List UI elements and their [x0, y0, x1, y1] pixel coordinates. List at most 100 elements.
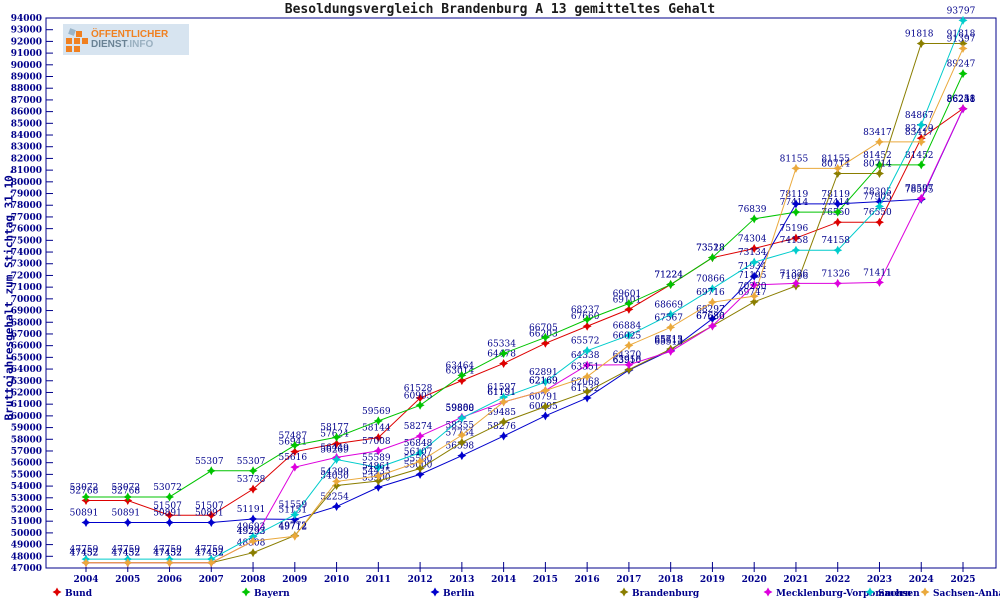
- svg-text:64000: 64000: [11, 365, 42, 375]
- svg-text:70866: 70866: [696, 275, 725, 285]
- svg-text:58000: 58000: [11, 435, 42, 445]
- svg-text:67660: 67660: [571, 312, 600, 322]
- svg-text:65513: 65513: [654, 337, 683, 347]
- svg-text:47452: 47452: [153, 549, 182, 559]
- svg-text:47452: 47452: [70, 549, 99, 559]
- svg-text:53900: 53900: [362, 473, 391, 483]
- svg-text:78000: 78000: [11, 201, 42, 211]
- svg-text:55000: 55000: [404, 460, 433, 470]
- svg-text:76000: 76000: [11, 225, 42, 235]
- svg-text:73528: 73528: [696, 244, 725, 254]
- svg-text:74158: 74158: [780, 236, 809, 246]
- svg-text:83417: 83417: [863, 128, 892, 138]
- svg-text:49293: 49293: [237, 527, 266, 537]
- svg-text:54435: 54435: [362, 467, 391, 477]
- svg-text:47452: 47452: [153, 549, 182, 559]
- svg-text:59569: 59569: [362, 407, 391, 417]
- svg-text:61000: 61000: [11, 400, 42, 410]
- svg-text:81000: 81000: [11, 166, 42, 176]
- svg-text:47452: 47452: [70, 549, 99, 559]
- svg-text:57000: 57000: [11, 447, 42, 457]
- series-sachsen: 47759 47759 47759 47759 49693 51559 56269 55589…: [70, 6, 976, 564]
- svg-text:55307: 55307: [195, 457, 224, 467]
- svg-text:47000: 47000: [11, 564, 42, 574]
- svg-text:70230: 70230: [738, 282, 767, 292]
- series-bayern: 53072 53072 53072 55307 55307 57487 58177 59569…: [70, 60, 976, 502]
- legend-item-bayern: Bayern: [241, 587, 290, 599]
- svg-text:50891: 50891: [195, 508, 224, 518]
- svg-text:81155: 81155: [821, 154, 850, 164]
- svg-text:62891: 62891: [529, 368, 558, 378]
- svg-text:80000: 80000: [11, 178, 42, 188]
- svg-text:71326: 71326: [780, 269, 809, 279]
- svg-text:84000: 84000: [11, 131, 42, 141]
- svg-text:47759: 47759: [111, 545, 140, 555]
- svg-text:51000: 51000: [11, 517, 42, 527]
- svg-text:61191: 61191: [487, 388, 516, 398]
- svg-text:91000: 91000: [11, 49, 42, 59]
- svg-text:62169: 62169: [529, 376, 558, 386]
- svg-text:2007: 2007: [199, 575, 224, 585]
- legend-item-brandenburg: Brandenburg: [619, 587, 700, 599]
- svg-text:53000: 53000: [11, 494, 42, 504]
- legend-item-sachsen-anhalt: Sachsen-Anhalt: [920, 587, 1000, 599]
- svg-text:90000: 90000: [11, 61, 42, 71]
- svg-text:63000: 63000: [11, 377, 42, 387]
- svg-text:72000: 72000: [11, 271, 42, 281]
- svg-text:51559: 51559: [278, 501, 307, 511]
- svg-text:83417: 83417: [905, 128, 934, 138]
- svg-text:85000: 85000: [11, 119, 42, 129]
- svg-text:70000: 70000: [11, 295, 42, 305]
- svg-text:68237: 68237: [571, 305, 600, 315]
- y-axis-label: Bruttojahresgehalt zum Stichtag 31.10.: [2, 168, 16, 421]
- svg-text:51507: 51507: [195, 501, 224, 511]
- svg-text:56848: 56848: [404, 439, 433, 449]
- svg-text:69601: 69601: [613, 290, 642, 300]
- svg-text:63464: 63464: [446, 361, 475, 371]
- svg-text:67680: 67680: [696, 312, 725, 322]
- svg-text:55307: 55307: [237, 457, 266, 467]
- svg-text:47452: 47452: [111, 549, 140, 559]
- svg-text:2005: 2005: [115, 575, 140, 585]
- svg-text:47452: 47452: [70, 549, 99, 559]
- svg-text:75196: 75196: [780, 224, 809, 234]
- svg-text:56598: 56598: [446, 442, 475, 452]
- svg-text:Brandenburg: Brandenburg: [632, 589, 700, 599]
- series-brandenburg: 47452 47452 47452 47452 48308 49772 54050 54435…: [70, 30, 976, 568]
- svg-text:81452: 81452: [863, 151, 892, 161]
- svg-text:73000: 73000: [11, 260, 42, 270]
- x-axis: 2004 2005 2006 2007 2008 2009 2010 2011 2012 2013…: [73, 562, 976, 585]
- svg-text:71195: 71195: [738, 271, 767, 281]
- svg-text:49712: 49712: [278, 522, 307, 532]
- svg-text:83000: 83000: [11, 143, 42, 153]
- plot-border: [45, 17, 997, 569]
- svg-text:49693: 49693: [237, 522, 266, 532]
- svg-text:65334: 65334: [487, 339, 516, 349]
- svg-text:49772: 49772: [278, 522, 307, 532]
- svg-text:78119: 78119: [780, 190, 809, 200]
- svg-text:88000: 88000: [11, 84, 42, 94]
- svg-text:68000: 68000: [11, 318, 42, 328]
- svg-text:Bayern: Bayern: [254, 589, 290, 599]
- svg-text:59000: 59000: [11, 424, 42, 434]
- svg-text:68669: 68669: [654, 300, 683, 310]
- svg-text:71224: 71224: [654, 271, 683, 281]
- svg-text:47452: 47452: [111, 549, 140, 559]
- svg-text:64338: 64338: [571, 351, 600, 361]
- chart-title: Besoldungsvergleich Brandenburg A 13 gem…: [284, 2, 716, 17]
- svg-text:84867: 84867: [905, 111, 934, 121]
- svg-text:79000: 79000: [11, 190, 42, 200]
- svg-text:74000: 74000: [11, 248, 42, 258]
- svg-text:48308: 48308: [237, 539, 266, 549]
- svg-text:Berlin: Berlin: [443, 589, 475, 599]
- svg-text:91818: 91818: [905, 30, 934, 40]
- svg-text:52254: 52254: [320, 493, 349, 503]
- svg-text:57008: 57008: [362, 437, 391, 447]
- svg-text:73518: 73518: [696, 244, 725, 254]
- svg-text:93797: 93797: [947, 6, 976, 16]
- svg-text:2012: 2012: [408, 575, 433, 585]
- svg-text:47452: 47452: [195, 549, 224, 559]
- svg-text:94000: 94000: [11, 14, 42, 24]
